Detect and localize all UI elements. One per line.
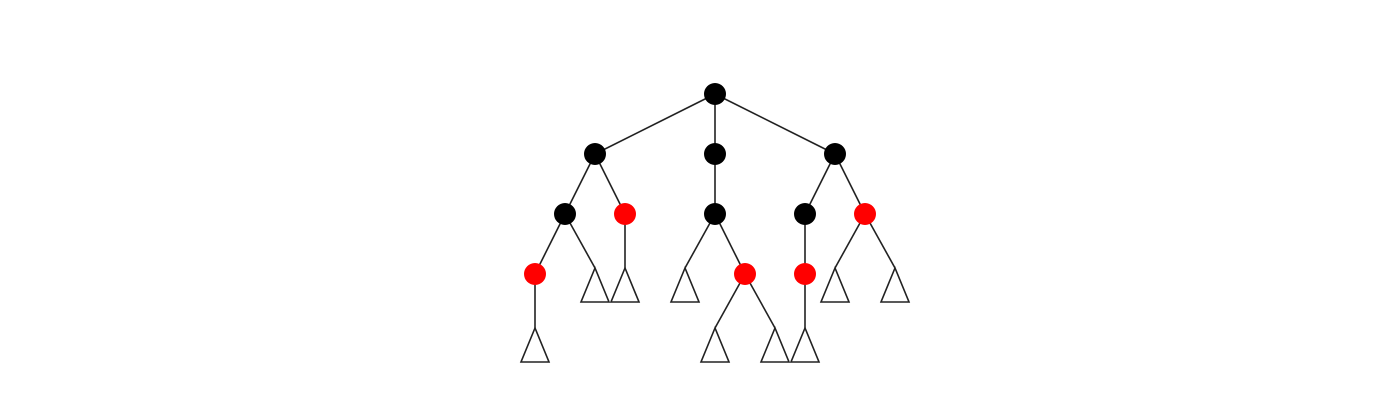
black-node xyxy=(554,203,576,225)
tree-edge xyxy=(564,153,596,215)
red-node xyxy=(854,203,876,225)
subtree-triangle xyxy=(879,265,911,303)
tree-edge xyxy=(834,153,866,215)
subtree-triangle xyxy=(759,325,791,363)
black-node xyxy=(704,143,726,165)
red-node xyxy=(734,263,756,285)
tree-edge xyxy=(594,153,626,215)
subtree-triangle xyxy=(789,325,821,363)
black-node xyxy=(584,143,606,165)
red-node xyxy=(524,263,546,285)
tree-edge xyxy=(714,213,746,275)
tree-edge xyxy=(714,93,836,155)
black-node xyxy=(704,203,726,225)
tree-edge xyxy=(594,93,716,155)
nodes-layer xyxy=(524,83,876,285)
subtree-triangle xyxy=(669,265,701,303)
tree-edge xyxy=(534,213,566,275)
black-node xyxy=(794,203,816,225)
red-node xyxy=(794,263,816,285)
subtree-triangle xyxy=(609,265,641,303)
red-node xyxy=(614,203,636,225)
black-node xyxy=(704,83,726,105)
subtree-triangle xyxy=(519,325,551,363)
subtrees-layer xyxy=(519,265,911,363)
tree-edge xyxy=(804,153,836,215)
subtree-triangle xyxy=(819,265,851,303)
subtree-triangle xyxy=(579,265,611,303)
subtree-triangle xyxy=(699,325,731,363)
black-node xyxy=(824,143,846,165)
